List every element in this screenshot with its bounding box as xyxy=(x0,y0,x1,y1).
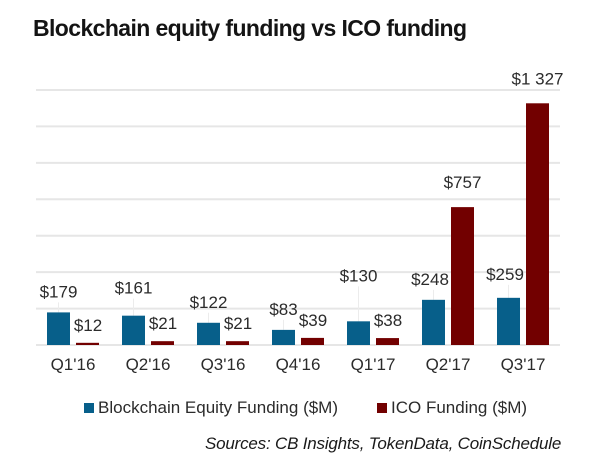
bar-ico xyxy=(526,103,549,346)
legend-swatch-equity xyxy=(84,403,94,413)
chart-title: Blockchain equity funding vs ICO funding xyxy=(33,15,467,41)
bars xyxy=(47,103,549,346)
source-note: Sources: CB Insights, TokenData, CoinSch… xyxy=(205,434,562,453)
legend-item-equity: Blockchain Equity Funding ($M) xyxy=(84,398,338,418)
value-label-equity: $259 xyxy=(486,265,524,284)
legend-swatch-ico xyxy=(377,403,387,413)
bar-ico xyxy=(376,338,399,345)
value-label-equity: $122 xyxy=(190,293,228,312)
value-label-equity: $248 xyxy=(411,270,449,289)
x-tick-label: Q1'16 xyxy=(51,355,96,374)
bar-equity xyxy=(497,297,520,345)
legend-label-equity: Blockchain Equity Funding ($M) xyxy=(98,398,339,417)
label-leaders xyxy=(58,284,509,330)
bar-ico xyxy=(301,337,324,345)
value-label-ico: $757 xyxy=(444,173,482,192)
x-tick-label: Q2'16 xyxy=(126,355,171,374)
value-label-ico: $1 327 xyxy=(512,69,564,88)
value-label-ico: $12 xyxy=(74,316,102,335)
bar-equity xyxy=(47,312,70,345)
value-label-equity: $130 xyxy=(340,266,378,285)
x-tick-label: Q3'17 xyxy=(501,355,546,374)
x-axis-ticks: Q1'16 Q2'16 Q3'16 Q4'16 Q1'17 Q2'17 Q3'17 xyxy=(51,355,546,374)
bar-equity xyxy=(347,321,370,345)
value-labels: $179 $12 $161 $21 $122 $21 $83$39 $130 $38 $248 $7… xyxy=(40,69,564,335)
bar-ico xyxy=(151,341,174,345)
value-label-ico: $21 xyxy=(149,314,177,333)
bar-equity xyxy=(197,322,220,345)
gridlines xyxy=(36,89,560,346)
bar-ico xyxy=(451,207,474,345)
value-label-ico: $38 xyxy=(374,311,402,330)
bar-ico xyxy=(226,341,249,345)
legend-item-ico: ICO Funding ($M) xyxy=(377,398,527,418)
bar-equity xyxy=(122,315,145,345)
value-label-equity: $83 xyxy=(269,300,297,319)
value-label-equity: $161 xyxy=(115,279,153,298)
bar-equity xyxy=(272,329,295,345)
value-label-equity: $179 xyxy=(40,282,78,301)
value-label-ico: $21 xyxy=(224,314,252,333)
x-tick-label: Q2'17 xyxy=(426,355,471,374)
x-tick-label: Q4'16 xyxy=(276,355,321,374)
bar-equity xyxy=(422,299,445,345)
x-tick-label: Q1'17 xyxy=(351,355,396,374)
value-label-ico: $39 xyxy=(299,311,327,330)
bar-ico xyxy=(76,342,99,345)
legend-label-ico: ICO Funding ($M) xyxy=(391,398,528,417)
x-tick-label: Q3'16 xyxy=(201,355,246,374)
